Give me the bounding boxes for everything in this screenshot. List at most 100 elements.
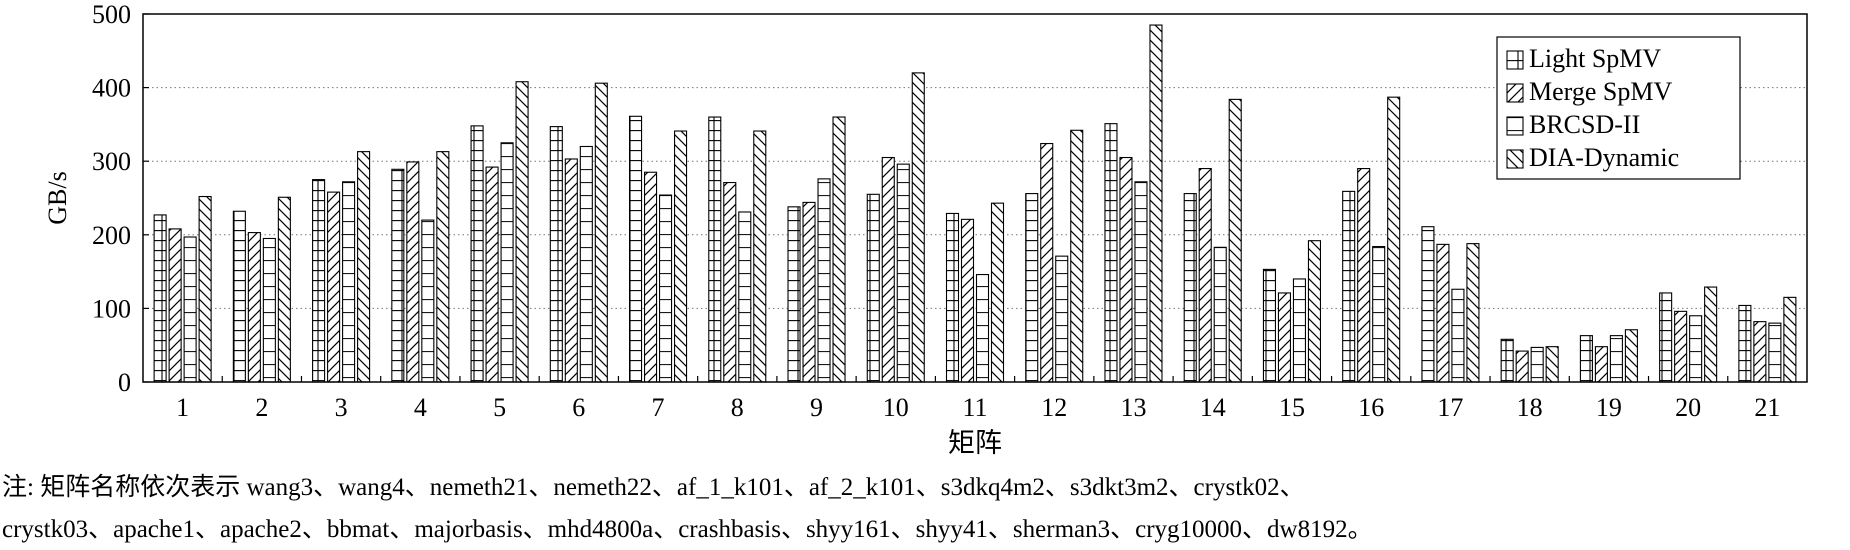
bars — [153, 24, 1797, 383]
bar-merge-spmv-7 — [643, 171, 658, 383]
bar-brcsd-ii-14 — [1213, 246, 1227, 383]
bar-group-17 — [1421, 226, 1480, 383]
x-tick-label: 18 — [1517, 393, 1543, 422]
bar-group-16 — [1342, 96, 1401, 383]
x-tick-label: 20 — [1675, 393, 1701, 422]
bar-dia-dynamic-21 — [1783, 296, 1797, 383]
bar-group-9 — [787, 116, 846, 383]
bar-group-18 — [1500, 338, 1559, 383]
bar-light-spmv-3 — [312, 179, 326, 383]
bar-group-5 — [470, 81, 529, 383]
legend-label: BRCSD-II — [1529, 110, 1640, 139]
x-tick-label: 2 — [255, 393, 268, 422]
bar-dia-dynamic-6 — [594, 82, 608, 383]
bar-group-15 — [1262, 240, 1322, 383]
y-axis: 0 100 200 300 400 500 — [92, 0, 149, 397]
x-tick-label: 15 — [1279, 393, 1305, 422]
x-axis: 1 2 3 4 5 6 7 8 9 10 11 12 13 14 15 16 17 18 19 20 21 — [176, 376, 1780, 422]
bar-group-6 — [549, 82, 608, 383]
bar-light-spmv-14 — [1183, 193, 1197, 383]
bar-merge-spmv-4 — [406, 161, 420, 383]
bar-dia-dynamic-2 — [277, 196, 291, 383]
bar-dia-dynamic-13 — [1149, 24, 1163, 383]
bar-dia-dynamic-14 — [1228, 98, 1242, 383]
bar-merge-spmv-6 — [564, 158, 578, 383]
bar-dia-dynamic-8 — [753, 130, 767, 383]
bar-merge-spmv-17 — [1436, 243, 1450, 383]
x-tick-label: 11 — [962, 393, 987, 422]
bar-light-spmv-19 — [1579, 335, 1593, 383]
bar-light-spmv-15 — [1262, 268, 1277, 383]
bar-group-11 — [945, 202, 1005, 383]
legend-label: Merge SpMV — [1529, 77, 1672, 106]
bar-brcsd-ii-7 — [658, 194, 673, 383]
bar-brcsd-ii-21 — [1768, 322, 1782, 383]
bar-dia-dynamic-3 — [357, 151, 371, 383]
bar-brcsd-ii-3 — [342, 181, 356, 383]
bar-merge-spmv-8 — [723, 181, 737, 383]
bar-brcsd-ii-5 — [500, 142, 514, 383]
bar-dia-dynamic-17 — [1466, 243, 1480, 383]
bar-brcsd-ii-2 — [262, 237, 276, 383]
bar-merge-spmv-9 — [802, 201, 816, 383]
bar-group-7 — [628, 115, 688, 383]
bar-dia-dynamic-7 — [673, 130, 688, 383]
bar-brcsd-ii-9 — [817, 178, 831, 383]
y-tick-label: 100 — [92, 294, 131, 323]
bar-light-spmv-4 — [391, 168, 405, 383]
y-tick-label: 400 — [92, 74, 131, 103]
bar-light-spmv-7 — [628, 115, 643, 383]
bar-light-spmv-8 — [708, 116, 722, 383]
bar-dia-dynamic-4 — [436, 151, 450, 383]
y-tick-label: 200 — [92, 221, 131, 250]
bar-merge-spmv-21 — [1753, 321, 1767, 383]
bar-light-spmv-6 — [549, 126, 563, 383]
bar-light-spmv-12 — [1025, 193, 1039, 383]
bar-group-19 — [1579, 329, 1638, 383]
x-tick-label: 3 — [335, 393, 348, 422]
bar-brcsd-ii-17 — [1451, 288, 1465, 383]
x-tick-label: 12 — [1041, 393, 1067, 422]
y-tick-label: 300 — [92, 147, 131, 176]
bar-group-3 — [312, 151, 371, 383]
x-tick-label: 19 — [1596, 393, 1622, 422]
bar-dia-dynamic-19 — [1624, 329, 1638, 383]
bar-light-spmv-11 — [945, 212, 960, 383]
bar-merge-spmv-12 — [1040, 142, 1054, 383]
footnote-line-1: 注: 矩阵名称依次表示 wang3、wang4、nemeth21、nemeth2… — [2, 474, 1305, 501]
bar-brcsd-ii-8 — [738, 211, 752, 383]
bar-light-spmv-16 — [1342, 190, 1356, 383]
x-tick-label: 10 — [883, 393, 909, 422]
legend-label: Light SpMV — [1529, 44, 1661, 73]
bar-light-spmv-10 — [866, 193, 880, 383]
bar-brcsd-ii-13 — [1134, 181, 1148, 383]
legend-swatch — [1506, 149, 1524, 169]
legend-swatch — [1506, 50, 1524, 70]
x-tick-label: 14 — [1200, 393, 1226, 422]
x-tick-label: 7 — [652, 393, 665, 422]
bar-dia-dynamic-11 — [990, 202, 1005, 383]
bar-merge-spmv-14 — [1198, 168, 1212, 383]
y-axis-title: GB/s — [43, 171, 72, 224]
bar-merge-spmv-3 — [327, 191, 341, 383]
bar-merge-spmv-2 — [247, 232, 261, 383]
bar-group-8 — [708, 116, 767, 383]
legend-box — [1496, 36, 1741, 180]
x-tick-label: 1 — [176, 393, 189, 422]
bar-dia-dynamic-16 — [1387, 96, 1401, 383]
bar-brcsd-ii-16 — [1372, 246, 1386, 383]
plot-area-frame — [142, 13, 1808, 383]
bar-light-spmv-21 — [1738, 304, 1752, 383]
bar-merge-spmv-15 — [1277, 292, 1292, 383]
bar-merge-spmv-19 — [1594, 346, 1608, 383]
bar-dia-dynamic-5 — [515, 81, 529, 383]
bar-light-spmv-5 — [470, 125, 484, 383]
bar-group-2 — [232, 196, 291, 383]
bar-group-21 — [1738, 296, 1797, 383]
bar-brcsd-ii-20 — [1689, 315, 1703, 383]
bar-brcsd-ii-19 — [1609, 335, 1623, 383]
bar-group-20 — [1659, 286, 1718, 383]
bar-light-spmv-18 — [1500, 338, 1514, 383]
x-tick-label: 6 — [572, 393, 585, 422]
